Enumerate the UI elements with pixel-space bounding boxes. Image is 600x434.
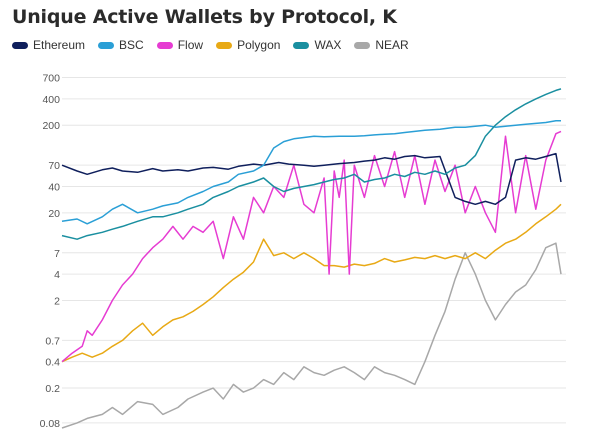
legend: Ethereum BSC Flow Polygon WAX NEAR xyxy=(12,38,409,52)
y-tick-label: 4 xyxy=(54,269,60,281)
series-line-ethereum xyxy=(61,152,562,206)
y-tick-label: 0.08 xyxy=(40,418,61,430)
legend-item-near: NEAR xyxy=(354,38,409,52)
y-tick-label: 700 xyxy=(42,73,60,85)
series-line-polygon xyxy=(61,203,562,363)
legend-label: Polygon xyxy=(237,38,281,52)
series-line-wax xyxy=(61,88,562,240)
legend-swatch xyxy=(12,41,28,49)
y-tick-label: 400 xyxy=(42,94,60,106)
y-tick-label: 0.2 xyxy=(45,383,60,395)
legend-swatch xyxy=(156,41,173,49)
legend-item-ethereum: Ethereum xyxy=(12,38,85,52)
legend-swatch xyxy=(354,41,371,49)
legend-swatch xyxy=(293,41,310,49)
legend-label: NEAR xyxy=(375,38,409,52)
legend-item-wax: WAX xyxy=(293,38,341,52)
y-tick-label: 7 xyxy=(54,248,60,260)
y-tick-label: 2 xyxy=(54,295,60,307)
legend-item-bsc: BSC xyxy=(98,38,144,52)
series-line-near xyxy=(61,242,562,429)
legend-label: WAX xyxy=(314,38,342,52)
y-tick-label: 0.4 xyxy=(45,357,60,369)
series-line-flow xyxy=(61,130,562,363)
chart-title: Unique Active Wallets by Protocol, K xyxy=(12,6,397,28)
legend-label: Flow xyxy=(177,38,204,52)
y-tick-label: 200 xyxy=(42,120,60,132)
y-tick-label: 70 xyxy=(48,160,60,172)
y-tick-label: 40 xyxy=(48,181,60,193)
legend-swatch xyxy=(98,41,115,49)
legend-label: BSC xyxy=(119,38,144,52)
y-tick-label: 0.7 xyxy=(45,335,60,347)
legend-label: Ethereum xyxy=(33,38,86,52)
y-tick-label: 20 xyxy=(48,208,60,220)
legend-swatch xyxy=(216,41,233,49)
legend-item-polygon: Polygon xyxy=(216,38,280,52)
series-line-bsc xyxy=(61,119,561,225)
legend-item-flow: Flow xyxy=(156,38,204,52)
